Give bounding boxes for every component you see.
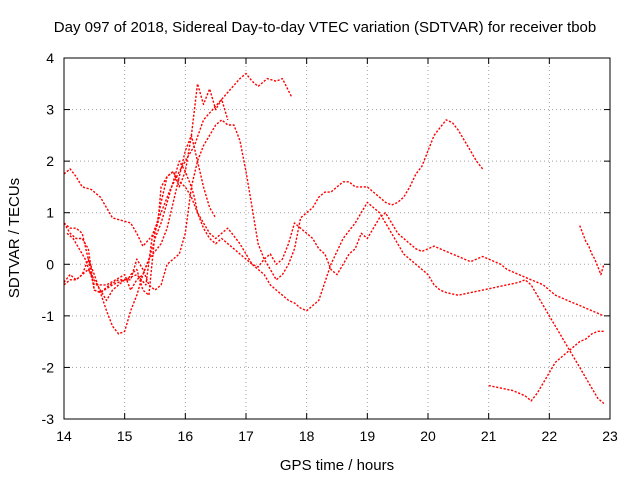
- series-trace-g: [488, 330, 604, 402]
- y-tick-label: 0: [46, 256, 54, 272]
- grid-lines: [64, 58, 610, 419]
- x-tick-label: 23: [602, 428, 618, 444]
- data-series: [63, 72, 605, 405]
- y-tick-label: 2: [46, 153, 54, 169]
- y-tick-label: -1: [42, 308, 55, 324]
- series-trace-h: [579, 225, 605, 276]
- x-tick-label: 16: [178, 428, 194, 444]
- y-tick-label: -3: [42, 411, 55, 427]
- chart-title: Day 097 of 2018, Sidereal Day-to-day VTE…: [54, 19, 596, 36]
- series-trace-d: [63, 119, 484, 294]
- y-tick-label: 3: [46, 102, 54, 118]
- y-axis-label: SDTVAR / TECUs: [6, 178, 23, 298]
- y-tick-label: 4: [46, 50, 54, 66]
- y-tick-label: -2: [42, 359, 55, 375]
- x-tick-label: 19: [360, 428, 376, 444]
- x-tick-label: 21: [481, 428, 497, 444]
- series-trace-a: [63, 72, 293, 247]
- series-trace-b: [63, 83, 229, 294]
- x-axis-label: GPS time / hours: [280, 457, 394, 474]
- y-tick-label: 1: [46, 205, 54, 221]
- x-tick-label: 17: [238, 428, 254, 444]
- x-tick-label: 18: [299, 428, 315, 444]
- series-trace-e: [63, 170, 605, 317]
- x-tick-label: 22: [542, 428, 558, 444]
- series-trace-c: [63, 134, 217, 335]
- x-tick-label: 20: [420, 428, 436, 444]
- plot-frame: [63, 57, 611, 420]
- series-trace-f: [66, 160, 605, 405]
- x-tick-label: 14: [56, 428, 72, 444]
- x-tick-label: 15: [117, 428, 133, 444]
